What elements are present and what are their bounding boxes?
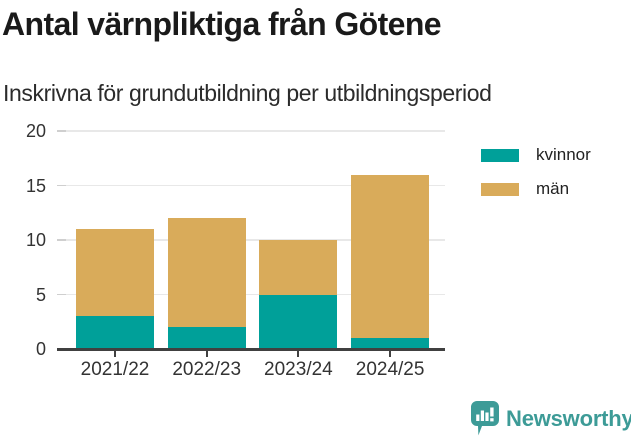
bar-segment-kvinnor-2021/22 (76, 316, 154, 349)
legend-label-kvinnor: kvinnor (536, 145, 591, 164)
x-axis-label-2022/23: 2022/23 (172, 359, 242, 380)
bar-segment-kvinnor-2022/23 (167, 327, 246, 349)
gridline-10 (66, 239, 445, 241)
x-axis-label-2021/22: 2021/22 (80, 359, 150, 380)
legend-swatch-kvinnor (481, 148, 519, 162)
y-tick-10 (57, 239, 66, 241)
bar-segment-män-2022/23 (167, 218, 246, 328)
x-tick-2022/23 (205, 350, 208, 357)
bar-segment-män-2023/24 (259, 240, 338, 295)
newsworthy-wordmark: Newsworthy (506, 405, 631, 431)
y-tick-20 (57, 130, 66, 132)
newsworthy-icon (471, 401, 499, 436)
gridline-15 (66, 184, 445, 187)
legend: kvinnor män (481, 145, 591, 199)
y-tick-5 (57, 293, 66, 296)
legend-item-kvinnor: kvinnor (481, 145, 591, 165)
gridline-5 (66, 293, 445, 296)
x-axis-label-2023/24: 2023/24 (264, 359, 333, 380)
gridline-20 (66, 130, 445, 132)
x-axis-label-2024/25: 2024/25 (355, 359, 425, 380)
x-tick-2023/24 (297, 350, 300, 357)
x-tick-2021/22 (114, 350, 116, 357)
y-axis-label-5: 5 (35, 284, 46, 305)
x-tick-2024/25 (389, 350, 392, 357)
y-axis-label-0: 0 (35, 339, 46, 359)
bar-segment-kvinnor-2023/24 (259, 294, 338, 349)
legend-item-män: män (481, 179, 591, 199)
x-axis-line (57, 347, 445, 351)
legend-label-män: män (536, 179, 570, 198)
y-axis-label-15: 15 (25, 175, 46, 196)
legend-swatch-män (481, 182, 519, 196)
bar-segment-män-2021/22 (76, 229, 154, 317)
y-axis-label-20: 20 (25, 121, 46, 141)
y-axis-label-10: 10 (25, 230, 46, 250)
chart-title: Antal värnpliktiga från Götene (2, 6, 442, 42)
chart-subtitle: Inskrivna för grundutbildning per utbild… (3, 80, 492, 106)
bar-segment-män-2024/25 (351, 174, 430, 339)
newsworthy-logo: Newsworthy (470, 400, 631, 437)
y-tick-15 (57, 184, 66, 187)
bar-segment-kvinnor-2024/25 (351, 338, 430, 349)
